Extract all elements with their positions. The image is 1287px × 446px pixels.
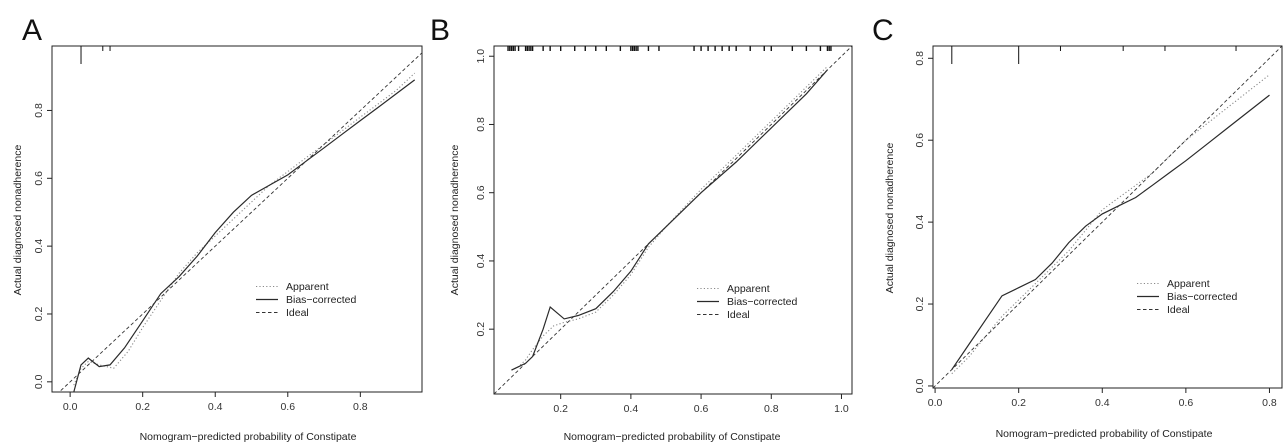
- x-tick-label: 1.0: [834, 403, 849, 415]
- legend-label: Apparent: [727, 283, 770, 295]
- panel-letter: A: [22, 14, 42, 47]
- x-tick-label: 0.4: [624, 403, 639, 415]
- y-tick-label: 0.8: [914, 51, 926, 66]
- series-line-solid: [511, 69, 828, 371]
- legend-label: Ideal: [727, 309, 750, 321]
- x-tick-label: 0.6: [694, 403, 709, 415]
- y-tick-label: 0.6: [475, 185, 487, 200]
- series-line-dotted: [951, 74, 1270, 375]
- x-tick-label: 0.8: [764, 403, 779, 415]
- y-tick-label: 0.0: [33, 374, 45, 389]
- y-tick-label: 0.4: [475, 253, 487, 268]
- legend-label: Apparent: [1167, 278, 1210, 290]
- series-line-dotted: [511, 66, 828, 371]
- x-tick-label: 0.0: [63, 401, 78, 413]
- y-tick-label: 0.8: [475, 117, 487, 132]
- legend-label: Bias−corrected: [1167, 291, 1237, 303]
- x-axis-title: Nomogram−predicted probability of Consti…: [996, 428, 1213, 440]
- y-axis-title: Actual diagnosed nonadherence: [12, 145, 24, 296]
- plot-frame: [51, 45, 423, 393]
- x-tick-label: 0.0: [928, 397, 943, 409]
- x-tick-label: 0.4: [1095, 397, 1110, 409]
- x-tick-label: 0.6: [1179, 397, 1194, 409]
- legend-label: Apparent: [286, 281, 329, 293]
- y-tick-label: 0.8: [33, 103, 45, 118]
- y-tick-label: 0.4: [33, 239, 45, 254]
- y-tick-label: 0.6: [914, 133, 926, 148]
- series-line-dashed: [58, 52, 422, 392]
- y-tick-label: 0.2: [914, 297, 926, 312]
- legend-label: Ideal: [286, 307, 309, 319]
- panel-letter: B: [430, 14, 450, 47]
- legend-label: Ideal: [1167, 304, 1190, 316]
- plot-area: 0.0 0.2 0.4 0.6 0.8 0.0 0.2 0.4 0.6 0.8: [33, 45, 423, 413]
- series-line-solid: [951, 94, 1270, 370]
- y-axis-title: Actual diagnosed nonadherence: [884, 143, 896, 294]
- x-tick-label: 0.2: [135, 401, 150, 413]
- plot-frame: [493, 45, 853, 395]
- y-tick-label: 0.4: [914, 215, 926, 230]
- x-tick-label: 0.8: [1262, 397, 1277, 409]
- series-line-dashed: [494, 46, 852, 394]
- legend-label: Bias−corrected: [286, 294, 356, 306]
- panel-b: B 0.2 0.4 0.6 0.8 1.0 0.2 0.4 0.6 0.8 1.0 Nomogra…: [430, 14, 853, 443]
- x-tick-label: 0.2: [1011, 397, 1026, 409]
- x-tick-label: 0.6: [280, 401, 295, 413]
- y-tick-label: 0.6: [33, 171, 45, 186]
- plot-area: 0.2 0.4 0.6 0.8 1.0 0.2 0.4 0.6 0.8 1.0: [475, 45, 853, 415]
- plot-frame: [932, 45, 1283, 389]
- x-tick-label: 0.8: [353, 401, 368, 413]
- x-tick-label: 0.2: [553, 403, 568, 415]
- y-tick-label: 0.0: [914, 378, 926, 393]
- panel-a: A 0.0 0.2 0.4 0.6 0.8 0.0 0.2 0.4 0.6 0.8 Nomogra…: [12, 14, 423, 443]
- y-tick-label: 0.2: [475, 322, 487, 337]
- panel-c: C 0.0 0.2 0.4 0.6 0.8 0.0 0.2 0.4 0.6 0.8 Nomogra…: [872, 14, 1283, 440]
- y-tick-label: 0.2: [33, 307, 45, 322]
- x-tick-label: 0.4: [208, 401, 223, 413]
- y-tick-label: 1.0: [475, 49, 487, 64]
- plot-area: 0.0 0.2 0.4 0.6 0.8 0.0 0.2 0.4 0.6 0.8: [914, 45, 1283, 409]
- y-axis-title: Actual diagnosed nonadherence: [449, 145, 461, 296]
- series-line-solid: [73, 79, 416, 392]
- legend-label: Bias−corrected: [727, 296, 797, 308]
- x-axis-title: Nomogram−predicted probability of Consti…: [140, 431, 357, 443]
- x-axis-title: Nomogram−predicted probability of Consti…: [564, 431, 781, 443]
- series-line-dashed: [933, 46, 1282, 388]
- panel-letter: C: [872, 14, 894, 47]
- series-line-dotted: [73, 72, 416, 386]
